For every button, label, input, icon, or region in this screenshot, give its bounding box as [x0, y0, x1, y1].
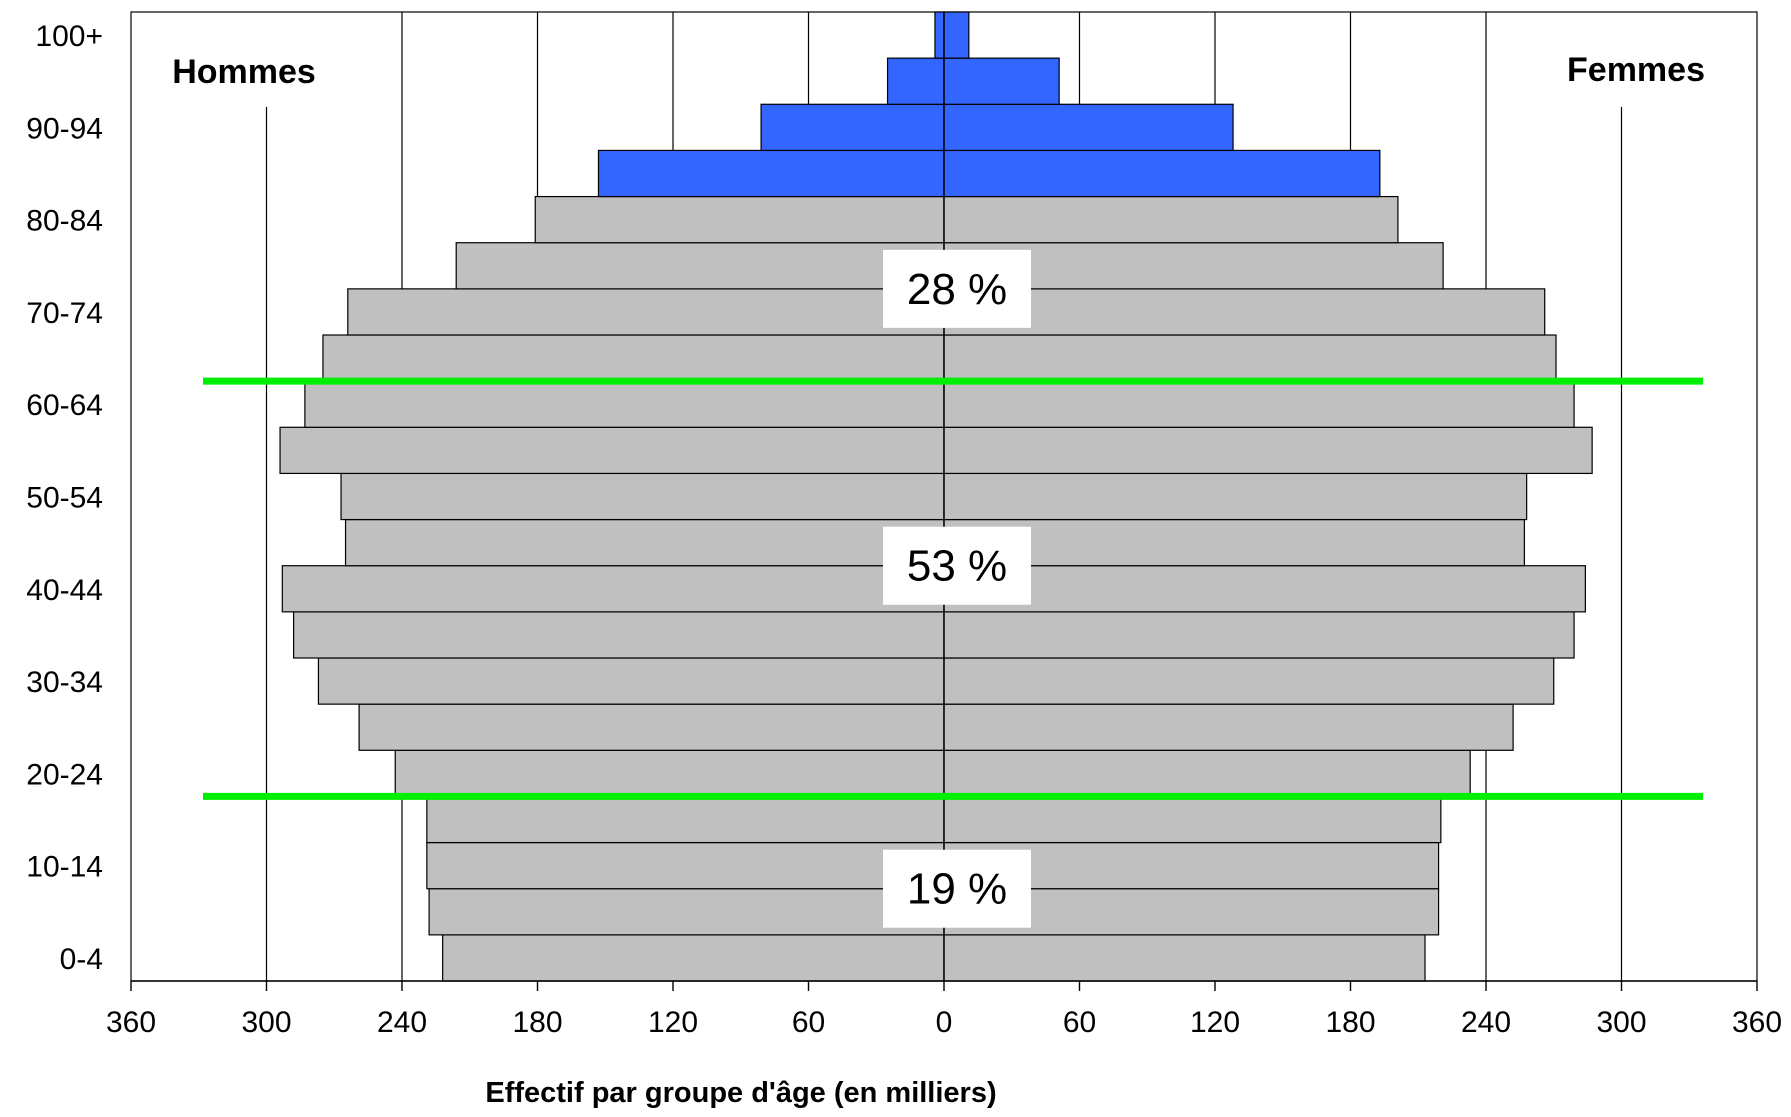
- x-tick-label: 120: [1190, 1006, 1240, 1039]
- x-tick-label: 300: [241, 1006, 291, 1039]
- bar-femmes: [943, 749, 1471, 798]
- left-side-label: Hommes: [172, 53, 316, 91]
- bar-femmes: [943, 11, 970, 59]
- bar-femmes: [943, 703, 1514, 751]
- x-tick-label: 180: [1325, 1006, 1375, 1039]
- y-tick-label: 0-4: [60, 943, 103, 976]
- bar-femmes: [943, 934, 1426, 982]
- bar-femmes: [943, 426, 1593, 475]
- bar-hommes: [344, 518, 945, 567]
- bar-femmes: [943, 195, 1399, 244]
- axes: 360 300 240 180 120 60 0 60 120 180 240 300 360 100+ 9…: [26, 12, 1782, 1039]
- x-axis-title: Effectif par groupe d'âge (en milliers): [485, 1077, 996, 1109]
- bar-hommes: [534, 195, 945, 244]
- y-tick-label: 70-74: [26, 297, 103, 330]
- bar-femmes: [943, 611, 1575, 659]
- percent-label: 19 %: [907, 865, 1007, 914]
- bar-hommes: [426, 841, 945, 890]
- bar-hommes: [304, 380, 945, 428]
- bar-hommes: [760, 103, 945, 152]
- x-tick-label: 360: [1732, 1006, 1782, 1039]
- bar-femmes: [943, 795, 1442, 844]
- bar-hommes: [358, 703, 945, 751]
- y-tick-label: 40-44: [26, 574, 103, 607]
- percent-annotations: 28 % 53 % 19 %: [883, 249, 1031, 928]
- bar-hommes: [279, 426, 945, 475]
- x-tick-label: 60: [792, 1006, 825, 1039]
- x-tick-label: 120: [648, 1006, 698, 1039]
- x-tick-label: 360: [106, 1006, 156, 1039]
- y-tick-label: 90-94: [26, 112, 103, 145]
- bar-femmes: [943, 103, 1234, 152]
- x-tick-label: 240: [377, 1006, 427, 1039]
- bar-hommes: [428, 888, 945, 936]
- bar-femmes: [943, 334, 1557, 382]
- x-tick-label: 240: [1461, 1006, 1511, 1039]
- y-tick-label: 30-34: [26, 666, 103, 699]
- bar-femmes: [943, 380, 1575, 428]
- bar-hommes: [455, 242, 945, 290]
- bar-hommes: [281, 565, 945, 613]
- x-tick-label: 60: [1063, 1006, 1096, 1039]
- bar-femmes: [943, 288, 1546, 336]
- percent-box: [883, 526, 1031, 605]
- x-tick-label: 300: [1596, 1006, 1646, 1039]
- bar-hommes: [597, 149, 945, 198]
- bar-femmes: [943, 57, 1060, 105]
- y-tick-label: 20-24: [26, 758, 103, 791]
- bar-hommes: [934, 11, 945, 59]
- bar-femmes: [943, 149, 1381, 198]
- bar-femmes: [943, 518, 1525, 567]
- bar-hommes: [322, 334, 945, 382]
- percent-label: 28 %: [907, 265, 1007, 314]
- bars: [279, 11, 1593, 982]
- bar-hommes: [340, 472, 945, 521]
- bar-hommes: [347, 288, 945, 336]
- percent-box: [883, 249, 1031, 328]
- y-tick-label: 100+: [35, 20, 103, 53]
- percent-box: [883, 849, 1031, 928]
- bar-hommes: [394, 749, 945, 798]
- right-side-label: Femmes: [1567, 51, 1705, 89]
- percent-label: 53 %: [907, 542, 1007, 591]
- bar-femmes: [943, 472, 1528, 521]
- x-tick-label: 0: [936, 1006, 953, 1039]
- bar-hommes: [426, 795, 945, 844]
- bar-hommes: [442, 934, 945, 982]
- bar-femmes: [943, 657, 1555, 705]
- y-tick-label: 50-54: [26, 482, 103, 515]
- bar-femmes: [943, 565, 1586, 613]
- bar-hommes: [886, 57, 945, 105]
- y-tick-label: 10-14: [26, 851, 103, 884]
- y-tick-label: 60-64: [26, 389, 103, 422]
- bar-hommes: [317, 657, 945, 705]
- bar-hommes: [293, 611, 945, 659]
- x-tick-label: 180: [512, 1006, 562, 1039]
- threshold-lines: [203, 377, 1703, 800]
- y-tick-label: 80-84: [26, 205, 103, 238]
